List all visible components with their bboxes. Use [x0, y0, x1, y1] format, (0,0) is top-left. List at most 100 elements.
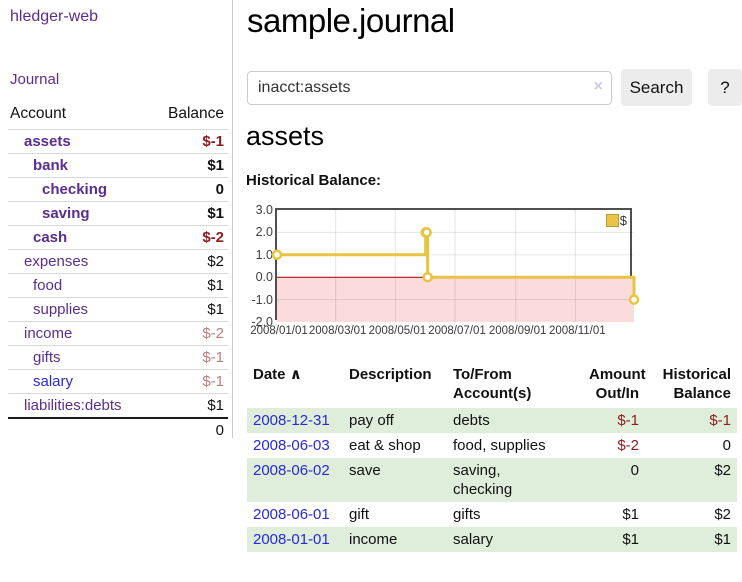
register-amount-cell: 0: [630, 462, 639, 479]
sidebar-account-link-food[interactable]: food: [33, 277, 63, 294]
register-col-date-label: Date: [253, 366, 286, 383]
register-accounts-cell: food, supplies: [447, 433, 583, 458]
sidebar-account-balance: $-1: [202, 349, 224, 366]
register-description-cell: income: [349, 531, 398, 548]
x-tick-label: 2008/05/01: [368, 325, 427, 337]
sidebar-account-link-bank[interactable]: bank: [33, 157, 69, 174]
page-title: sample.journal: [247, 2, 455, 39]
sidebar-account-balance: $1: [207, 301, 224, 318]
register-col-amount: Amount Out/In: [589, 366, 646, 402]
register-date-cell: 2008-06-02: [247, 458, 343, 502]
balance-column-header: Balance: [152, 102, 228, 130]
sidebar-account-cell: expenses: [8, 250, 152, 274]
account-heading: assets: [246, 121, 325, 151]
sidebar-account-cell: food: [8, 274, 152, 298]
register-date-cell: 2008-12-31: [247, 408, 343, 433]
search-input[interactable]: [247, 70, 612, 105]
sidebar-item-journal[interactable]: Journal: [10, 71, 60, 88]
transaction-date-link[interactable]: 2008-01-01: [253, 531, 330, 548]
register-col-date[interactable]: Date ∧: [247, 362, 343, 408]
register-row: 2008-12-31 pay off debts $-1 $-1: [247, 408, 737, 433]
chart-title: Historical Balance:: [246, 172, 382, 189]
chart-x-axis: 2008/01/01 2008/03/01 2008/05/01 2008/07/01…: [245, 325, 675, 341]
register-col-balance: Historical Balance: [662, 366, 731, 402]
clear-search-icon[interactable]: ×: [593, 77, 603, 95]
sidebar-account-balance: $-2: [202, 229, 224, 246]
transaction-date-link[interactable]: 2008-06-03: [253, 437, 330, 454]
sidebar-account-balance: $-2: [202, 325, 224, 342]
register-accounts-text: saving, checking: [453, 462, 513, 498]
sidebar-account-balance: $1: [207, 277, 224, 294]
transaction-date-link[interactable]: 2008-06-02: [253, 462, 330, 479]
sidebar-account-row: checking 0: [8, 178, 228, 202]
sidebar-account-row: gifts $-1: [8, 346, 228, 370]
sidebar-account-balance: $1: [207, 397, 224, 414]
register-header-row: Date ∧ Description To/From Account(s) Am…: [247, 362, 737, 408]
sidebar-account-link-assets[interactable]: assets: [24, 133, 71, 150]
chart-legend: $: [605, 213, 627, 228]
register-accounts-cell: salary: [447, 527, 583, 552]
register-row: 2008-06-01 gift gifts $1 $2: [247, 502, 737, 527]
sidebar-account-link-liabilities-debts[interactable]: liabilities:debts: [24, 397, 122, 414]
sidebar-account-row: expenses $2: [8, 250, 228, 274]
help-button[interactable]: ?: [708, 69, 742, 106]
app-title-link[interactable]: hledger-web: [10, 8, 99, 25]
sidebar-total-balance: 0: [152, 417, 228, 442]
x-tick-label: 2008/07/01: [428, 325, 486, 337]
sidebar-account-link-supplies[interactable]: supplies: [33, 301, 89, 318]
sidebar-account-cell: income: [8, 322, 152, 346]
sidebar-account-link-salary[interactable]: salary: [33, 373, 74, 390]
register-balance-cell: 0: [722, 437, 731, 454]
y-tick-label: 1.0: [255, 247, 273, 262]
x-tick-label: 2008/01/01: [250, 325, 308, 337]
sidebar-account-link-gifts[interactable]: gifts: [33, 349, 61, 366]
y-tick-label: 3.0: [255, 203, 273, 217]
sidebar: hledger-web Journal Account Balance asse…: [0, 0, 232, 582]
x-tick-label: 2008/11/01: [548, 325, 606, 337]
sidebar-account-row: food $1: [8, 274, 228, 298]
register-body: 2008-12-31 pay off debts $-1 $-1 2008-06-03 ea…: [247, 408, 737, 552]
register-date-cell: 2008-06-03: [247, 433, 343, 458]
register-description-cell: save: [349, 462, 381, 479]
register-accounts-text: food, supplies: [453, 437, 546, 454]
sidebar-account-link-saving[interactable]: saving: [42, 205, 90, 222]
search-box: ×: [247, 70, 612, 105]
search-button[interactable]: Search: [621, 69, 692, 106]
register-col-description: Description: [349, 366, 432, 383]
sidebar-accounts-header-row: Account Balance: [8, 102, 228, 130]
transaction-date-link[interactable]: 2008-12-31: [253, 412, 330, 429]
x-tick-label: 2008/03/01: [308, 325, 367, 337]
x-tick-label: 2008/09/01: [488, 325, 547, 337]
register-accounts-text: debts: [453, 412, 490, 429]
sidebar-account-cell: gifts: [8, 346, 152, 370]
register-row: 2008-01-01 income salary $1 $1: [247, 527, 737, 552]
register-date-cell: 2008-06-01: [247, 502, 343, 527]
sidebar-account-link-expenses[interactable]: expenses: [24, 253, 89, 270]
sidebar-account-link-checking[interactable]: checking: [42, 181, 108, 198]
search-form: × Search ?: [247, 69, 742, 106]
sidebar-account-row: income $-2: [8, 322, 228, 346]
y-tick-label: 0.0: [255, 270, 273, 285]
register-description-cell: eat & shop: [349, 437, 421, 454]
y-tick-label: -2.0: [251, 315, 273, 329]
register-balance-cell: $1: [714, 531, 731, 548]
register-accounts-cell: debts: [447, 408, 583, 433]
sidebar-accounts-table: Account Balance assets $-1 bank $1 checking 0…: [8, 102, 228, 442]
sidebar-accounts-body: assets $-1 bank $1 checking 0 saving $1 cash $-2 e…: [8, 130, 228, 418]
register-balance-cell: $-1: [709, 412, 731, 429]
register-accounts-text: gifts: [453, 506, 481, 523]
sidebar-account-cell: assets: [8, 130, 152, 154]
sidebar-account-row: saving $1: [8, 202, 228, 226]
sidebar-account-row: bank $1: [8, 154, 228, 178]
sidebar-account-balance: 0: [215, 181, 224, 198]
sidebar-account-link-cash[interactable]: cash: [33, 229, 68, 246]
chart-plot-area: $: [271, 208, 640, 322]
transaction-date-link[interactable]: 2008-06-01: [253, 506, 330, 523]
sidebar-account-cell: bank: [8, 154, 152, 178]
register-amount-cell: $1: [622, 506, 639, 523]
sidebar-account-link-income[interactable]: income: [24, 325, 73, 342]
balance-chart: 3.0 2.0 1.0 0.0 -1.0 -2.0 $ 2008/01/01 2008/03…: [245, 203, 675, 346]
accounts-column-header: Account: [8, 102, 153, 130]
